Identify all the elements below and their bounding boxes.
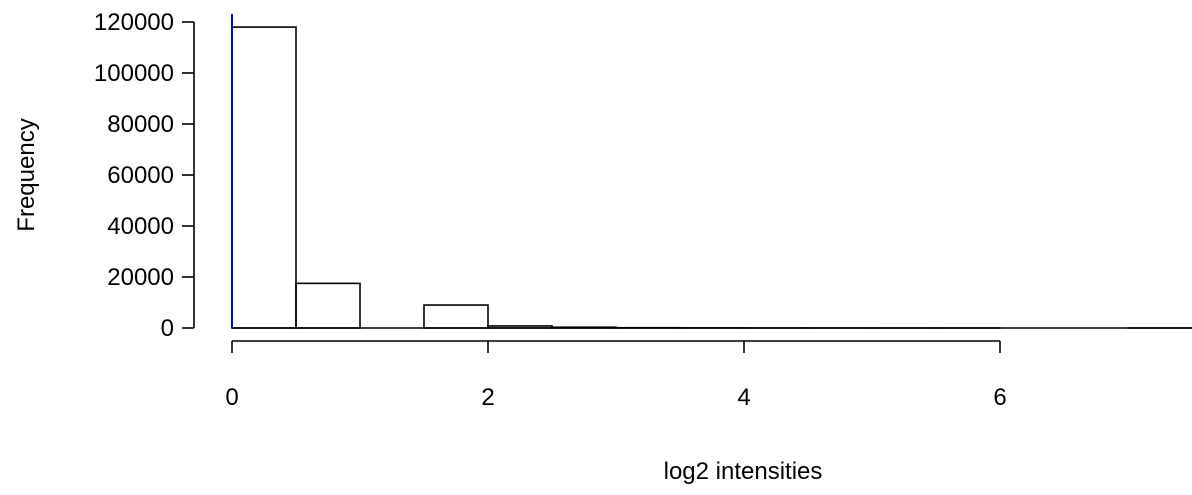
y-axis: 0 20000 40000 60000 80000 100000 120000 [94,9,195,342]
y-tick-label: 120000 [94,9,174,36]
histogram-bars [231,26,1192,329]
x-axis: 0 2 4 6 [225,340,1007,411]
y-tick-label: 40000 [107,213,174,240]
histogram-bar-0 [231,26,297,329]
x-tick-label: 0 [225,384,238,411]
y-tick-label: 100000 [94,60,174,87]
histogram-bar-1 [295,282,361,329]
y-tick-label: 80000 [107,111,174,138]
x-tick-label: 6 [993,384,1006,411]
y-tick-label: 20000 [107,264,174,291]
y-tick-label: 60000 [107,162,174,189]
x-tick-label: 4 [737,384,750,411]
y-axis-title: Frequency [13,118,40,231]
x-tick-label: 2 [481,384,494,411]
x-axis-title: log2 intensities [664,458,823,485]
y-tick-label: 0 [161,315,174,342]
histogram-bar-3 [423,304,489,329]
